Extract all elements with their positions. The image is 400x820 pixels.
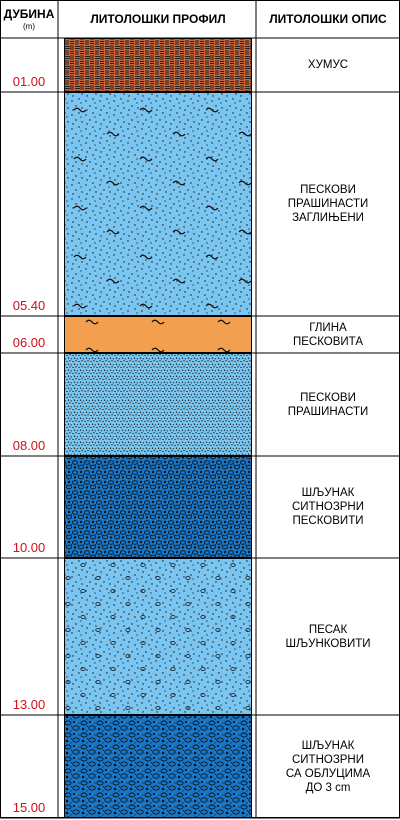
layer-3-profile xyxy=(64,316,252,353)
layer-description: ГЛИНА ПЕСКОВИТА xyxy=(292,321,363,348)
depth-column-title: ДУБИНА xyxy=(3,7,55,21)
layer-border xyxy=(64,353,252,456)
layer-border xyxy=(64,456,252,558)
layer-description: ПЕСАК ШЉУНКОВИТИ xyxy=(285,623,371,650)
dots-circles-pattern xyxy=(64,558,252,715)
humus-hatch-pattern xyxy=(64,38,252,92)
description-column-title: ЛИТОЛОШКИ ОПИС xyxy=(269,12,387,26)
layer-description: ПЕСКОВИ ПРАШИНАСТИ ЗАГЛИЊЕНИ xyxy=(287,184,369,224)
dense-dots-pattern xyxy=(64,353,252,456)
layer-7-profile xyxy=(64,715,252,818)
profile-column-title: ЛИТОЛОШКИ ПРОФИЛ xyxy=(90,12,226,26)
description-column-header: ЛИТОЛОШКИ ОПИС xyxy=(256,0,400,38)
layer-1-profile xyxy=(64,38,252,92)
depth-label: 10.00 xyxy=(12,540,46,555)
layer-border xyxy=(64,316,252,353)
profile-column-header: ЛИТОЛОШКИ ПРОФИЛ xyxy=(60,0,256,38)
layer-4-profile xyxy=(64,353,252,456)
depth-label: 15.00 xyxy=(12,800,46,815)
gravel-pattern xyxy=(64,715,252,818)
depth-unit-label: (m) xyxy=(23,22,35,31)
tilde-pattern xyxy=(64,316,252,353)
layer-5-profile xyxy=(64,456,252,558)
depth-label: 08.00 xyxy=(12,438,46,453)
depth-column-header: ДУБИНА (m) xyxy=(0,0,58,38)
gravel-dense-pattern xyxy=(64,456,252,558)
layer-description: ХУМУС xyxy=(307,59,349,71)
layer-description: ШЉУНАК СИТНОЗРНИ ПЕСКОВИТИ xyxy=(291,487,365,527)
layer-description: ШЉУНАК СИТНОЗРНИ СА ОБЛУЦИМА ДО 3 cm xyxy=(285,739,371,794)
layer-border xyxy=(64,715,252,818)
depth-label: 13.00 xyxy=(12,697,46,712)
layer-border xyxy=(64,558,252,715)
layer-6-profile xyxy=(64,558,252,715)
depth-label: 01.00 xyxy=(12,74,46,89)
depth-label: 06.00 xyxy=(12,335,46,350)
layer-border xyxy=(64,38,252,92)
depth-label: 05.40 xyxy=(12,298,46,313)
layer-2-profile xyxy=(64,92,252,316)
sparse-dots-tilde-pattern xyxy=(64,92,252,316)
layer-border xyxy=(64,92,252,316)
layer-description: ПЕСКОВИ ПРАШИНАСТИ xyxy=(287,391,369,418)
